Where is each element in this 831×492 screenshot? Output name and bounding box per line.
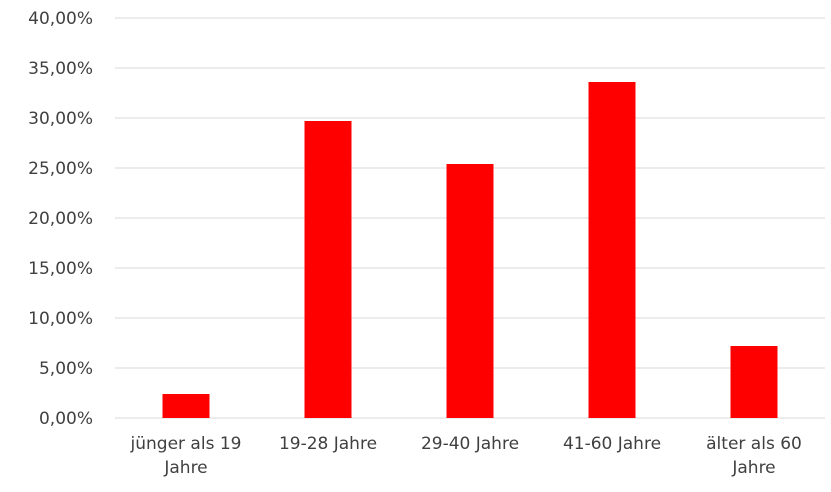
bar	[162, 394, 210, 418]
x-tick-label: jünger als 19 Jahre	[130, 434, 242, 478]
bar	[304, 121, 352, 418]
y-tick-label: 25,00%	[28, 159, 93, 179]
x-tick-label: 41-60 Jahre	[563, 434, 661, 454]
y-tick-label: 5,00%	[39, 359, 93, 379]
y-tick-label: 20,00%	[28, 209, 93, 229]
y-tick-label: 15,00%	[28, 259, 93, 279]
x-tick-label: älter als 60 Jahre	[706, 434, 802, 478]
x-axis-labels: jünger als 19 Jahre 19-28 Jahre 29-40 Jahre…	[130, 434, 802, 478]
x-tick-label: 29-40 Jahre	[421, 434, 519, 454]
bar	[730, 346, 778, 418]
y-tick-label: 0,00%	[39, 409, 93, 429]
bar	[446, 164, 494, 418]
bars	[162, 82, 778, 418]
y-tick-label: 10,00%	[28, 309, 93, 329]
y-axis-labels: 0,00% 5,00% 10,00% 15,00% 20,00% 25,00% 30,00%…	[28, 9, 93, 429]
bar	[588, 82, 636, 418]
x-tick-label: 19-28 Jahre	[279, 434, 377, 454]
y-tick-label: 40,00%	[28, 9, 93, 29]
y-tick-label: 30,00%	[28, 109, 93, 129]
y-tick-label: 35,00%	[28, 59, 93, 79]
